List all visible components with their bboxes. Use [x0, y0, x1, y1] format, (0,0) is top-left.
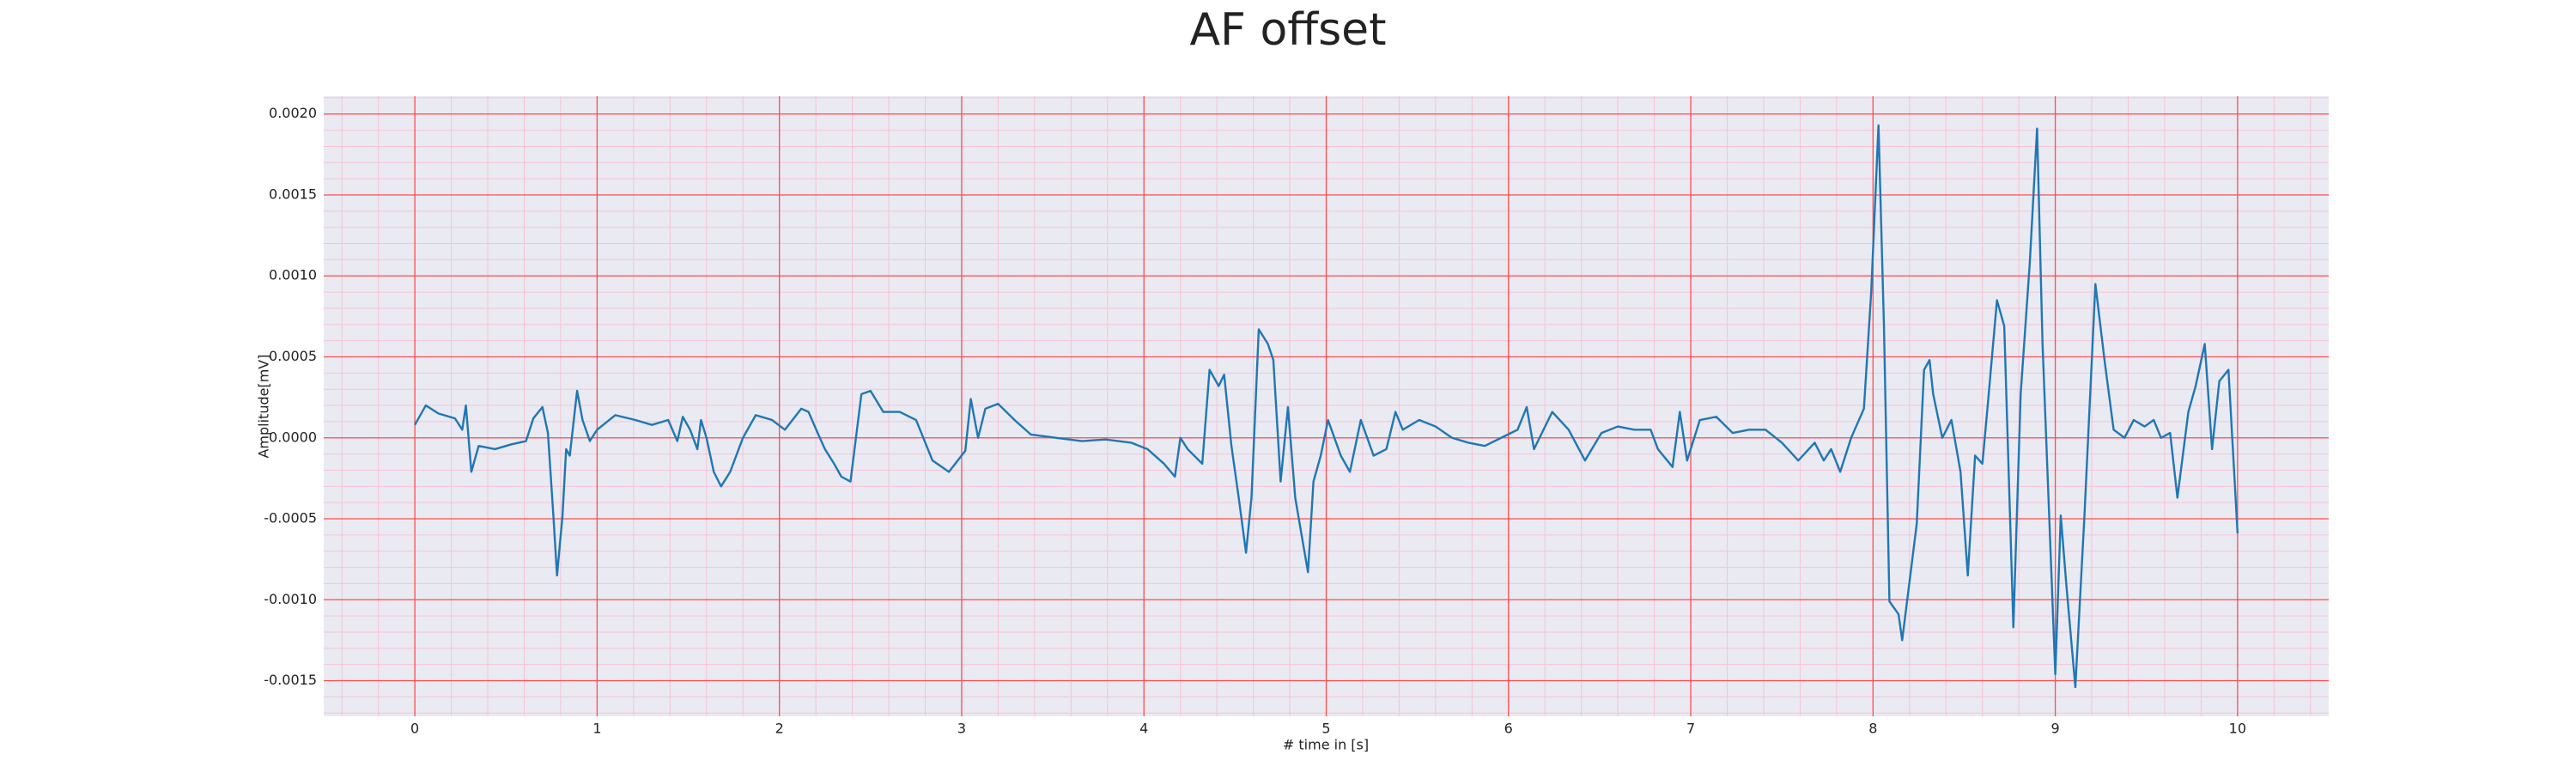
x-tick-label: 1: [592, 721, 601, 737]
x-tick-label: 9: [2050, 721, 2059, 737]
x-tick-label: 5: [1321, 721, 1330, 737]
y-tick-label: 0.0020: [269, 105, 317, 121]
y-axis-label: Amplitude[mV]: [256, 354, 272, 458]
x-tick-label: 3: [957, 721, 966, 737]
chart-title: AF offset: [1189, 4, 1386, 56]
x-axis-label: # time in [s]: [1283, 737, 1369, 753]
x-tick-label: 4: [1139, 721, 1148, 737]
y-tick-label: -0.0005: [264, 510, 317, 526]
x-tick-label: 10: [2229, 721, 2246, 737]
y-tick-label: 0.0015: [269, 186, 317, 202]
y-tick-label: -0.0015: [264, 672, 317, 688]
x-tick-label: 0: [410, 721, 419, 737]
grid: [324, 96, 2329, 716]
x-tick-label: 7: [1686, 721, 1695, 737]
x-tick-label: 8: [1868, 721, 1877, 737]
y-tick-label: 0.0000: [269, 429, 317, 445]
y-tick-label: 0.0010: [269, 267, 317, 283]
x-tick-label: 2: [775, 721, 784, 737]
y-tick-label: 0.0005: [269, 348, 317, 364]
x-tick-label: 6: [1504, 721, 1513, 737]
data-line: [414, 124, 2239, 689]
marks: [414, 124, 2239, 689]
y-tick-label: -0.0010: [264, 591, 317, 607]
